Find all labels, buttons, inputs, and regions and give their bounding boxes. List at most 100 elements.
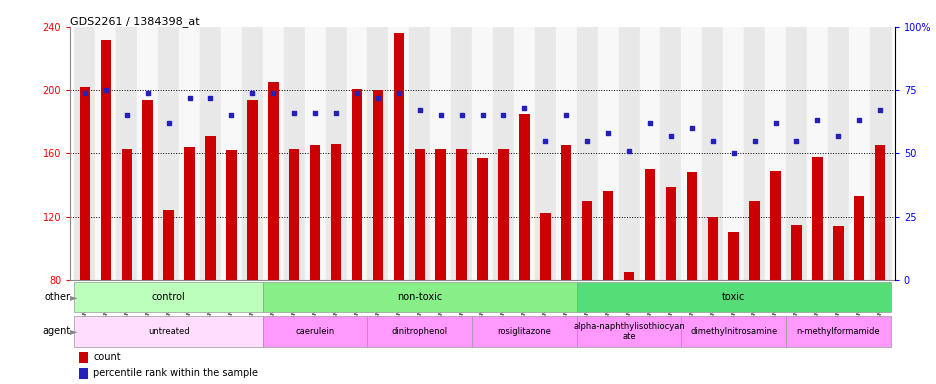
Bar xyxy=(414,149,425,280)
Bar xyxy=(409,27,430,280)
Bar xyxy=(832,226,842,280)
Bar xyxy=(137,27,158,280)
Bar xyxy=(727,232,739,280)
Bar xyxy=(660,27,680,280)
Point xyxy=(286,110,301,116)
Point xyxy=(203,94,218,101)
Bar xyxy=(388,27,409,280)
Bar xyxy=(749,201,759,280)
Bar xyxy=(163,210,174,280)
Point xyxy=(537,137,552,144)
Bar xyxy=(597,27,618,280)
Text: alpha-naphthylisothiocyan
ate: alpha-naphthylisothiocyan ate xyxy=(573,322,684,341)
Bar xyxy=(680,316,785,347)
Bar xyxy=(100,40,111,280)
Bar xyxy=(853,196,864,280)
Bar xyxy=(869,27,890,280)
Bar xyxy=(393,33,403,280)
Point xyxy=(621,148,636,154)
Bar xyxy=(743,27,765,280)
Bar xyxy=(498,149,508,280)
Bar xyxy=(665,187,676,280)
Point xyxy=(349,89,364,96)
Point xyxy=(683,125,698,131)
Bar xyxy=(577,316,680,347)
Text: ►: ► xyxy=(70,326,78,336)
Bar xyxy=(310,146,320,280)
Point xyxy=(391,89,406,96)
Point xyxy=(182,94,197,101)
Bar xyxy=(639,27,660,280)
Bar xyxy=(330,144,341,280)
Point xyxy=(266,89,281,96)
Point xyxy=(432,113,447,119)
Bar xyxy=(686,172,696,280)
Bar xyxy=(765,27,785,280)
Bar xyxy=(122,149,132,280)
Text: count: count xyxy=(94,353,121,362)
Point xyxy=(412,107,427,113)
Point xyxy=(307,110,322,116)
Bar xyxy=(581,201,592,280)
Text: control: control xyxy=(152,292,185,302)
Text: dinitrophenol: dinitrophenol xyxy=(391,327,447,336)
Text: ►: ► xyxy=(70,292,78,302)
Bar xyxy=(618,27,639,280)
Bar xyxy=(519,114,529,280)
Bar xyxy=(199,27,221,280)
Bar xyxy=(623,272,634,280)
Point xyxy=(663,132,678,139)
Point xyxy=(329,110,344,116)
Bar xyxy=(476,158,488,280)
Bar xyxy=(284,27,304,280)
Bar xyxy=(79,367,88,379)
Point xyxy=(224,113,239,119)
Bar xyxy=(644,169,654,280)
Point xyxy=(788,137,803,144)
Point xyxy=(579,137,594,144)
Bar xyxy=(435,149,446,280)
Text: n-methylformamide: n-methylformamide xyxy=(796,327,879,336)
Bar xyxy=(561,146,571,280)
Bar xyxy=(472,316,577,347)
Bar xyxy=(268,82,278,280)
Bar xyxy=(205,136,215,280)
Point xyxy=(495,113,510,119)
Text: dimethylnitrosamine: dimethylnitrosamine xyxy=(689,327,777,336)
Point xyxy=(558,113,573,119)
Bar xyxy=(430,27,450,280)
Bar xyxy=(346,27,367,280)
Point xyxy=(642,120,657,126)
Bar xyxy=(680,27,702,280)
Bar xyxy=(492,27,514,280)
Bar xyxy=(785,27,806,280)
Bar xyxy=(304,27,325,280)
Bar xyxy=(351,89,362,280)
Text: agent: agent xyxy=(42,326,70,336)
Bar xyxy=(456,149,466,280)
Bar xyxy=(184,147,195,280)
Bar xyxy=(874,146,885,280)
Point xyxy=(244,89,259,96)
Text: rosiglitazone: rosiglitazone xyxy=(497,327,550,336)
Point xyxy=(98,87,113,93)
Bar xyxy=(179,27,199,280)
Point xyxy=(705,137,720,144)
Bar xyxy=(74,27,95,280)
Bar xyxy=(95,27,116,280)
Bar xyxy=(373,90,383,280)
Point xyxy=(746,137,761,144)
Bar xyxy=(577,27,597,280)
Bar xyxy=(534,27,555,280)
Bar xyxy=(450,27,472,280)
Point xyxy=(725,150,740,156)
Point xyxy=(600,130,615,136)
Bar xyxy=(790,225,801,280)
Bar xyxy=(74,281,262,313)
Point xyxy=(517,105,532,111)
Bar xyxy=(769,171,780,280)
Bar xyxy=(472,27,492,280)
Bar xyxy=(226,150,237,280)
Bar xyxy=(367,316,472,347)
Point xyxy=(119,113,134,119)
